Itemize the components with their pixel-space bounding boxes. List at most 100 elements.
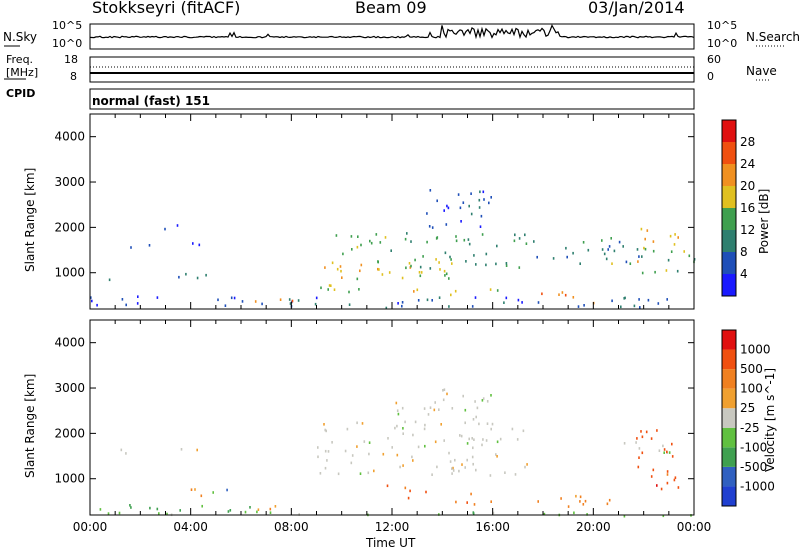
data-cell [473,503,476,506]
data-cell [416,288,419,292]
data-cell [408,262,411,265]
data-cell [158,512,160,515]
station-title: Stokkseyri (fitACF) [92,0,241,17]
data-cell [481,443,483,447]
data-cell [346,427,349,431]
velocity-colorbar-tick: 500 [740,362,763,376]
data-cell [395,401,398,405]
velocity-colorbar-tick: -1000 [740,479,775,493]
data-cell [496,440,499,444]
data-cell [436,199,438,203]
data-cell [457,193,460,196]
data-cell [357,235,359,238]
velocity-heatmap [99,388,692,518]
data-cell [130,246,132,249]
data-cell [688,254,691,258]
data-cell [644,247,647,251]
data-cell [478,422,480,426]
data-cell [317,455,319,459]
colorbar-swatch [722,447,736,467]
data-cell [148,244,151,247]
nave-label: Nave [746,64,777,78]
data-cell [385,306,388,310]
data-cell [482,190,485,194]
data-cell [579,495,582,499]
data-cell [230,296,233,300]
data-cell [490,394,492,397]
data-cell [496,289,499,292]
data-cell [582,241,585,244]
data-cell [513,239,516,243]
data-cell [438,261,440,264]
data-cell [337,472,340,476]
data-cell [369,239,371,243]
data-cell [108,278,111,282]
colorbar-swatch [722,164,736,186]
data-cell [450,258,452,261]
data-cell [543,512,546,516]
data-cell [606,502,609,506]
data-cell [647,298,650,302]
data-cell [388,271,391,274]
data-cell [637,465,640,469]
data-cell [608,498,611,502]
data-cell [201,504,203,508]
data-cell [462,394,464,398]
data-cell [439,268,441,271]
data-cell [623,442,626,445]
data-cell [623,297,625,300]
velocity-colorbar-tick: -25 [740,421,760,435]
data-cell [462,201,465,204]
data-cell [674,233,676,236]
data-cell [573,511,575,515]
data-cell [638,456,640,459]
data-cell [454,458,456,462]
data-cell [419,265,422,269]
data-cell [444,251,447,255]
data-cell [629,262,632,265]
y-tick-label: 3000 [54,381,85,395]
data-cell [418,271,421,274]
data-cell [607,248,609,251]
data-cell [396,409,399,412]
velocity-axes: 1000 2000 3000 4000 00:00 04:00 08:00 12:00 16:0… [54,320,711,534]
data-cell [584,499,587,503]
data-cell [478,198,481,202]
data-cell [524,465,526,469]
data-cell [360,263,363,267]
data-cell [516,438,519,441]
data-cell [673,243,676,246]
data-cell [468,437,470,441]
data-cell [433,408,436,412]
data-cell [537,301,540,304]
data-cell [401,301,404,304]
data-cell [315,296,318,300]
data-cell [482,397,485,400]
colorbar-swatch [722,388,736,409]
data-cell [496,455,498,458]
data-cell [611,299,613,303]
data-cell [261,302,263,306]
data-cell [331,261,334,265]
data-cell [644,237,646,241]
power-colorbar-tick: 24 [740,157,755,171]
data-cell [470,492,472,496]
data-cell [646,229,649,232]
velocity-colorbar-tick: 1000 [740,343,771,357]
data-cell [511,427,514,431]
data-cell [495,453,497,456]
data-cell [413,290,415,293]
data-cell [476,406,479,410]
data-cell [427,413,430,416]
data-cell [471,455,474,459]
data-cell [522,429,525,433]
freq-tick-top: 18 [64,53,78,66]
y-tick-label: 3000 [54,175,85,189]
data-cell [249,506,251,509]
data-cell [451,262,453,265]
data-cell [624,296,626,300]
data-cell [227,510,230,513]
y-tick-label: 2000 [54,220,85,234]
data-cell [459,434,461,437]
data-cell [254,300,257,303]
